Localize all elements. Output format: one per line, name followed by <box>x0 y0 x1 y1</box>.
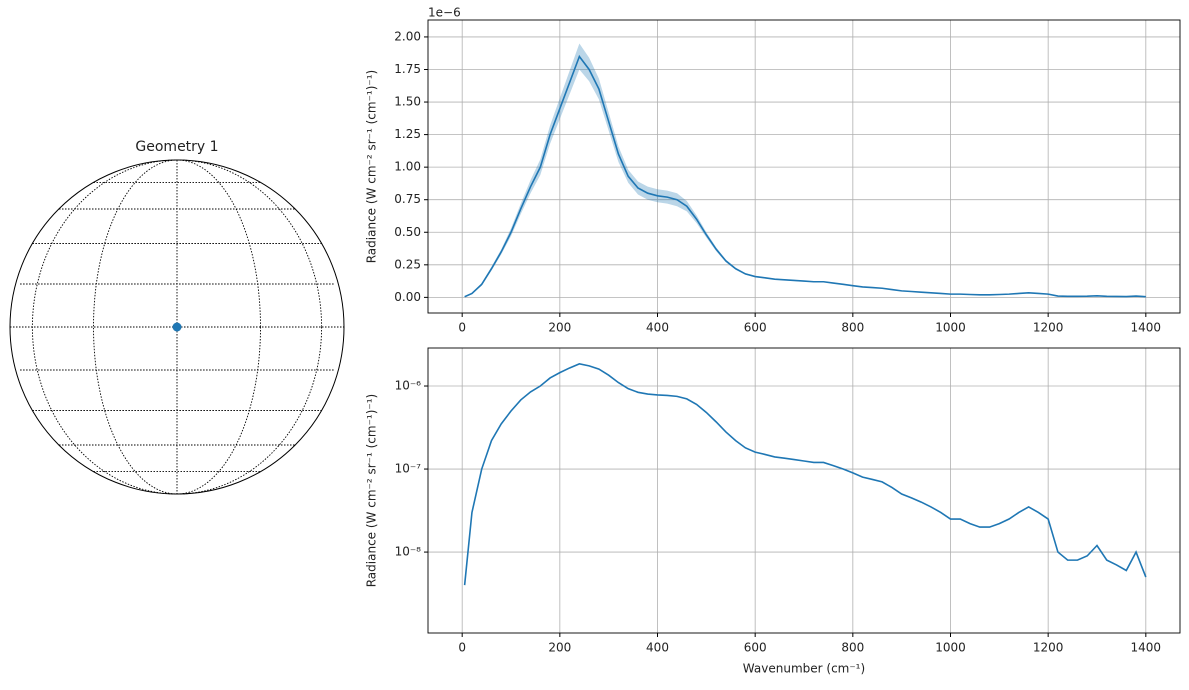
y-axis-label: Radiance (W cm⁻² sr⁻¹ (cm⁻¹)⁻¹) <box>365 394 379 588</box>
y-tick-label: 1.50 <box>394 95 421 109</box>
x-tick-label: 0 <box>458 321 466 335</box>
axes-frame <box>427 19 1181 314</box>
y-tick-label: 0.00 <box>394 290 421 304</box>
globe-outline <box>9 159 345 495</box>
x-tick-label: 800 <box>841 321 864 335</box>
x-tick-label: 1400 <box>1131 321 1162 335</box>
spectrum-line <box>464 54 1146 298</box>
spectrum-line <box>463 363 1147 586</box>
x-tick-label: 1200 <box>1033 321 1064 335</box>
axes-frame <box>427 347 1181 634</box>
y-axis-label: Radiance (W cm⁻² sr⁻¹ (cm⁻¹)⁻¹) <box>365 70 379 264</box>
x-tick-label: 400 <box>646 321 669 335</box>
x-tick-label: 200 <box>548 641 571 655</box>
y-tick-label: 0.75 <box>394 192 421 206</box>
x-tick-label: 200 <box>548 321 571 335</box>
geometry-point <box>172 322 182 332</box>
y-tick-label: 10⁻⁷ <box>395 462 422 476</box>
x-tick-label: 600 <box>744 641 767 655</box>
y-tick-label: 2.00 <box>394 29 421 43</box>
y-tick-label: 1.75 <box>394 62 421 76</box>
y-tick-label: 10⁻⁶ <box>395 379 422 393</box>
x-tick-label: 800 <box>841 641 864 655</box>
x-tick-label: 400 <box>646 641 669 655</box>
uncertainty-band <box>464 43 1146 297</box>
offset-label: 1e−6 <box>428 6 461 20</box>
y-tick-label: 0.50 <box>394 225 421 239</box>
y-tick-label: 0.25 <box>394 257 421 271</box>
x-tick-label: 0 <box>458 641 466 655</box>
x-tick-label: 1200 <box>1033 641 1064 655</box>
y-tick-label: 1.00 <box>394 160 421 174</box>
x-tick-label: 1000 <box>935 641 966 655</box>
x-tick-label: 1400 <box>1131 641 1162 655</box>
x-axis-label: Wavenumber (cm⁻¹) <box>743 662 865 676</box>
y-tick-label: 10⁻⁸ <box>395 545 422 559</box>
y-tick-label: 1.25 <box>394 127 421 141</box>
x-tick-label: 600 <box>744 321 767 335</box>
globe-title: Geometry 1 <box>135 139 218 155</box>
x-tick-label: 1000 <box>935 321 966 335</box>
